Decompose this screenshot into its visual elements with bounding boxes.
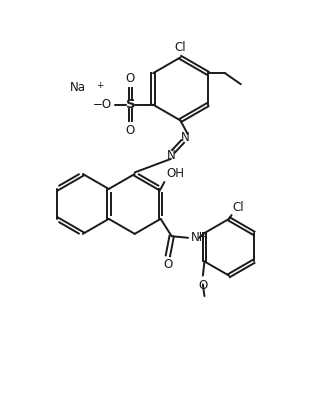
Text: O: O: [126, 124, 135, 137]
Text: Cl: Cl: [232, 201, 244, 214]
Text: OH: OH: [166, 167, 184, 180]
Text: S: S: [126, 98, 135, 111]
Text: O: O: [126, 72, 135, 85]
Text: N: N: [167, 149, 175, 162]
Text: NH: NH: [191, 231, 209, 244]
Text: Cl: Cl: [175, 41, 186, 53]
Text: −O: −O: [93, 98, 112, 111]
Text: Na: Na: [70, 81, 86, 94]
Text: O: O: [163, 258, 172, 271]
Text: +: +: [96, 81, 103, 90]
Text: O: O: [198, 279, 207, 292]
Text: N: N: [181, 131, 190, 144]
